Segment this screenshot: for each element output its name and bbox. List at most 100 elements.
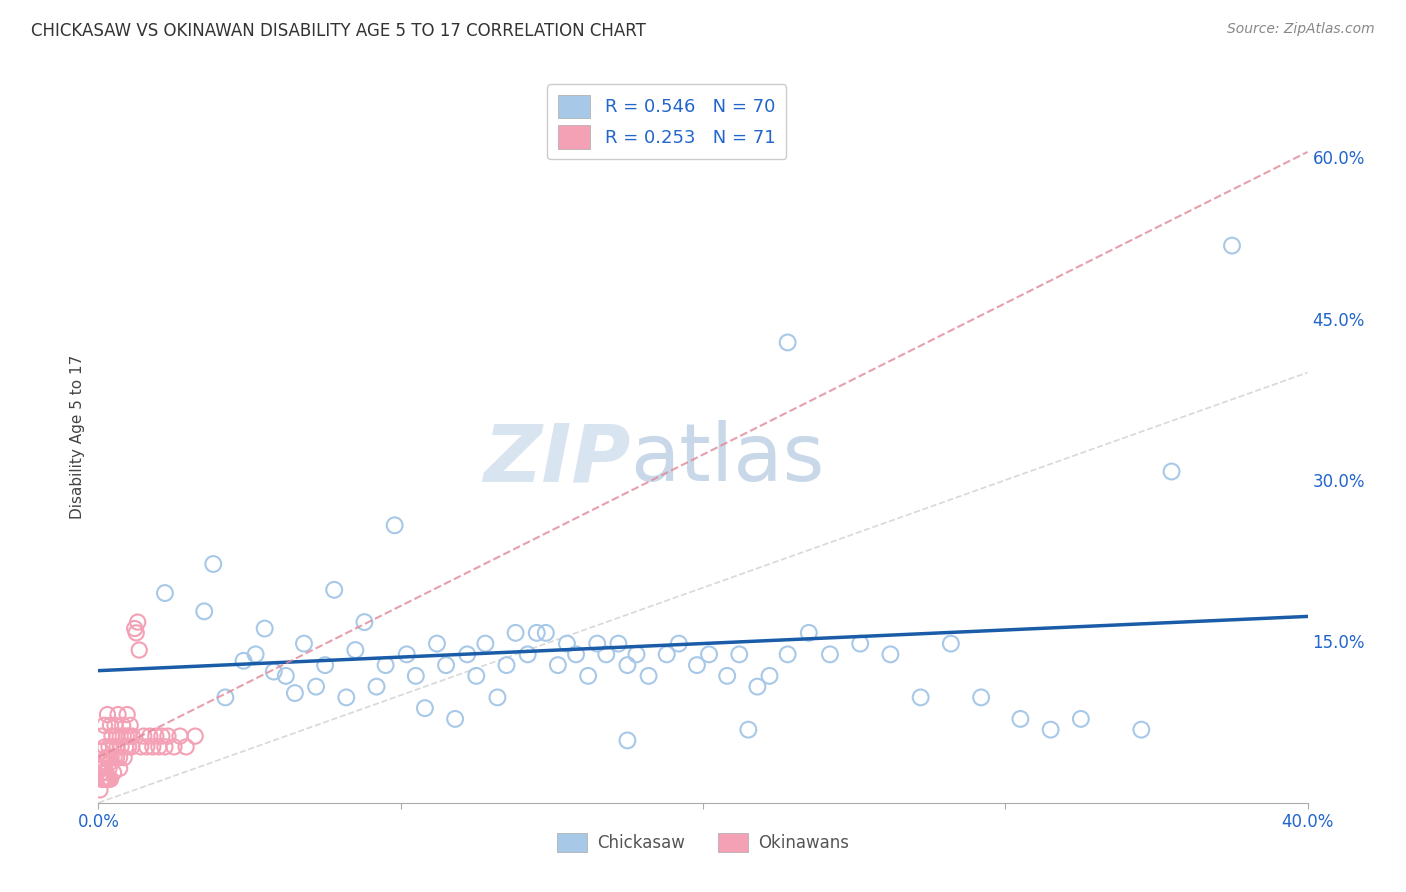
Point (616, 658, 638, 673)
Point (335, 690, 357, 705)
Point (150, 729, 173, 743)
Point (374, 658, 396, 673)
Point (849, 637, 872, 651)
Point (586, 637, 609, 651)
Point (103, 739, 125, 754)
Point (121, 739, 143, 754)
Point (127, 615, 149, 629)
Point (910, 690, 932, 705)
Point (323, 582, 346, 597)
Point (939, 637, 962, 651)
Point (292, 637, 315, 651)
Point (565, 648, 588, 662)
Point (284, 686, 307, 700)
Point (118, 729, 141, 743)
Point (96, 772, 118, 786)
Point (93, 718, 115, 732)
Text: ZIP: ZIP (484, 420, 630, 498)
Point (1130, 723, 1153, 737)
Point (105, 750, 128, 764)
Point (505, 625, 527, 640)
Point (93, 755, 115, 769)
Point (107, 707, 129, 722)
Point (616, 733, 638, 747)
Point (156, 729, 179, 743)
Point (120, 718, 142, 732)
Point (245, 648, 267, 662)
Point (96, 750, 118, 764)
Point (353, 615, 375, 629)
Point (534, 625, 557, 640)
Point (547, 658, 569, 673)
Point (202, 557, 225, 571)
Point (108, 761, 131, 775)
Point (112, 729, 135, 743)
Legend: Chickasaw, Okinawans: Chickasaw, Okinawans (548, 824, 858, 860)
Point (384, 518, 406, 533)
Point (105, 739, 128, 754)
Point (108, 750, 131, 764)
Point (98, 772, 121, 786)
Point (100, 772, 122, 786)
Point (139, 729, 162, 743)
Point (148, 739, 170, 754)
Point (128, 643, 150, 657)
Point (100, 755, 122, 769)
Point (91, 761, 114, 775)
Point (263, 665, 285, 679)
Point (747, 680, 769, 694)
Point (115, 729, 138, 743)
Point (626, 648, 648, 662)
Point (434, 658, 457, 673)
Point (495, 658, 517, 673)
Point (108, 729, 131, 743)
Point (125, 625, 148, 640)
Point (426, 637, 449, 651)
Point (174, 739, 197, 754)
Point (686, 658, 709, 673)
Point (1039, 723, 1062, 737)
Point (90, 765, 112, 780)
Point (112, 750, 135, 764)
Point (526, 625, 548, 640)
Point (94, 739, 117, 754)
Point (305, 680, 328, 694)
Point (96, 707, 118, 722)
Point (129, 739, 152, 754)
Point (94, 772, 117, 786)
Point (444, 712, 467, 726)
Point (94, 772, 117, 786)
Point (94, 765, 117, 780)
Point (93, 772, 115, 786)
Y-axis label: Disability Age 5 to 17: Disability Age 5 to 17 (69, 355, 84, 519)
Point (344, 643, 367, 657)
Point (118, 739, 141, 754)
Point (115, 707, 138, 722)
Point (1160, 465, 1182, 479)
Point (104, 718, 127, 732)
Point (91, 772, 114, 786)
Point (716, 669, 738, 683)
Point (970, 690, 993, 705)
Point (232, 654, 254, 668)
Point (737, 723, 759, 737)
Point (91, 772, 114, 786)
Point (100, 750, 122, 764)
Point (456, 648, 478, 662)
Point (465, 669, 488, 683)
Point (555, 637, 578, 651)
Point (818, 648, 841, 662)
Point (90, 744, 112, 758)
Point (776, 648, 799, 662)
Point (142, 739, 165, 754)
Point (1070, 712, 1092, 726)
Point (103, 750, 125, 764)
Point (576, 669, 599, 683)
Point (668, 637, 690, 651)
Point (114, 739, 136, 754)
Point (516, 648, 538, 662)
Point (90, 772, 112, 786)
Point (91, 729, 114, 743)
Point (135, 739, 157, 754)
Point (413, 701, 436, 715)
